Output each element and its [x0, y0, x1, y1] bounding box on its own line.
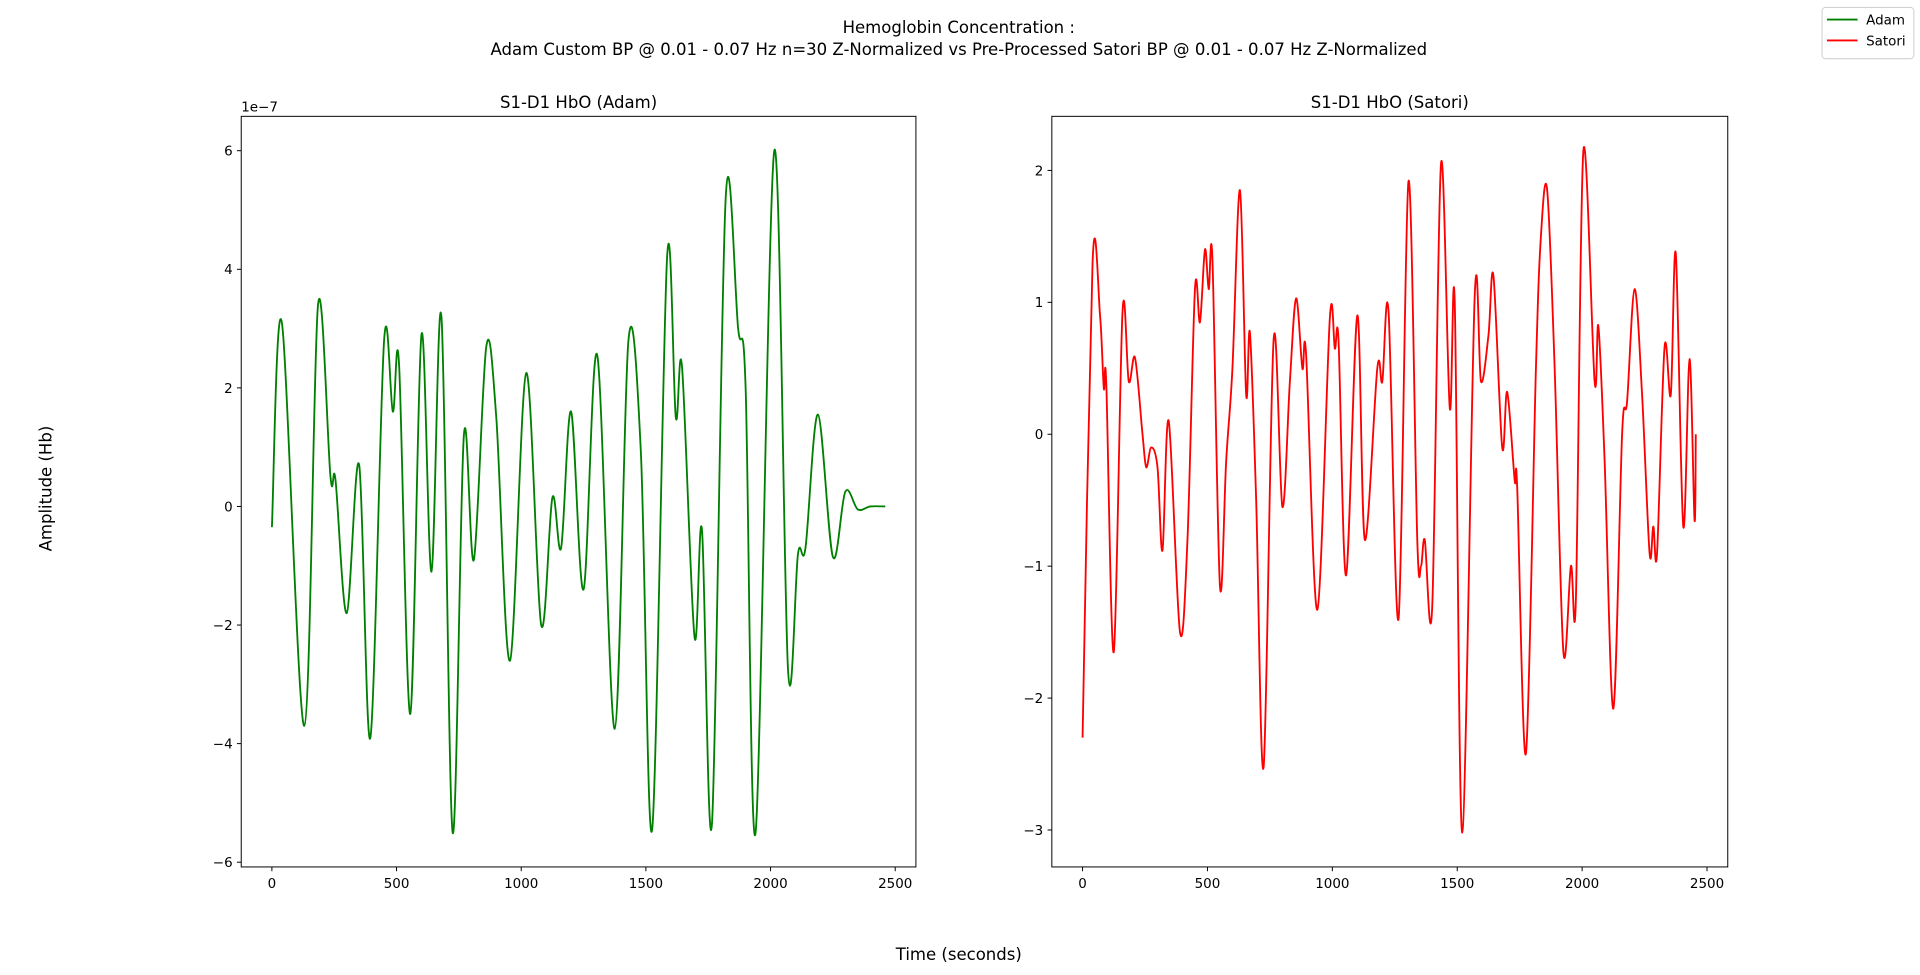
x-tick-label: 0 — [1078, 877, 1087, 892]
legend-label: Satori — [1866, 34, 1906, 49]
y-tick-label: −2 — [213, 619, 233, 634]
figure-subtitle: Adam Custom BP @ 0.01 - 0.07 Hz n=30 Z-N… — [490, 40, 1427, 59]
subplot-title: S1-D1 HbO (Satori) — [1311, 93, 1469, 112]
y-offset-text: 1e−7 — [241, 100, 278, 115]
y-tick-label: 0 — [224, 500, 233, 515]
data-line — [270, 148, 886, 837]
y-tick-label: 6 — [224, 145, 233, 160]
y-tick-label: −1 — [1023, 560, 1043, 575]
x-tick-label: 2500 — [1690, 877, 1724, 892]
y-tick-label: −2 — [1023, 692, 1043, 707]
x-tick-label: 500 — [384, 877, 410, 892]
axes-frame — [1051, 115, 1729, 868]
data-line — [1081, 146, 1697, 834]
subplot-title: S1-D1 HbO (Adam) — [500, 93, 657, 112]
x-tick-label: 500 — [1195, 877, 1221, 892]
axes-frame — [240, 115, 917, 868]
y-tick-label: 0 — [1035, 428, 1044, 443]
x-tick-label: 1000 — [504, 877, 538, 892]
figure-title: Hemoglobin Concentration : — [843, 18, 1075, 37]
y-tick-label: −6 — [213, 856, 233, 871]
y-tick-label: −3 — [1023, 824, 1043, 839]
y-tick-label: 4 — [224, 263, 233, 278]
x-tick-label: 2000 — [1565, 877, 1599, 892]
x-tick-label: 1500 — [629, 877, 663, 892]
x-tick-label: 0 — [268, 877, 277, 892]
y-tick-label: 1 — [1035, 296, 1044, 311]
x-axis-label: Time (seconds) — [895, 945, 1022, 964]
x-tick-label: 2000 — [753, 877, 787, 892]
y-tick-label: 2 — [224, 382, 233, 397]
y-tick-label: −4 — [213, 738, 233, 753]
legend-label: Adam — [1866, 13, 1905, 28]
x-tick-label: 2500 — [878, 877, 912, 892]
x-tick-label: 1500 — [1440, 877, 1474, 892]
x-tick-label: 1000 — [1315, 877, 1349, 892]
y-tick-label: 2 — [1035, 164, 1044, 179]
y-axis-label: Amplitude (Hb) — [36, 426, 55, 552]
